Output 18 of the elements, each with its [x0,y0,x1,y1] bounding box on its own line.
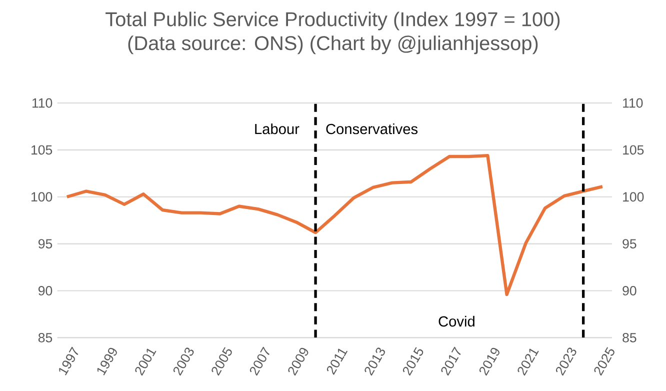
line-series [65,154,604,296]
y2-tick-label: 85 [622,332,636,342]
chart-subtitle: (Data source: ONS) (Chart by @julianhjessop) [128,36,538,54]
y2-tick-label: 95 [622,239,636,248]
y2-tick-label: 110 [623,98,643,108]
chart-title: Total Public Service Productivity (Index 1997 = 100) [106,12,560,30]
y-tick-label: 85 [38,332,52,342]
annotation: Labour [255,123,300,134]
y-tick-label: 105 [32,145,52,155]
y-tick-label: 100 [32,192,52,202]
y2-tick-label: 90 [622,286,636,296]
y2-tick-label: 105 [623,145,644,155]
y2-tick-label: 100 [623,192,644,202]
y-tick-label: 90 [38,286,52,296]
y-tick-label: 95 [38,239,52,248]
y-tick-label: 110 [32,98,52,108]
annotation: Conservatives [326,123,418,134]
annotation: Covid [438,316,474,327]
